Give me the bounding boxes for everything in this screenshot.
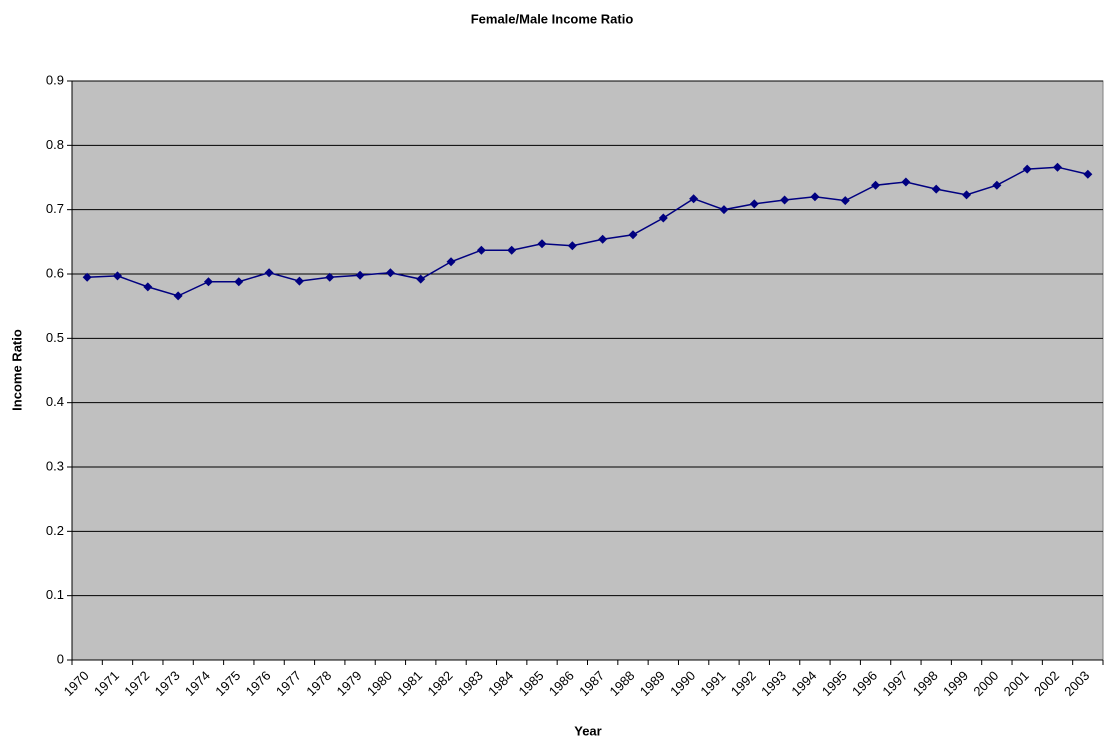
x-tick-label: 1998 — [910, 668, 941, 699]
x-tick-label: 1976 — [243, 668, 274, 699]
y-tick-label: 0.5 — [46, 330, 64, 345]
x-tick-label: 1984 — [485, 668, 516, 699]
x-tick-label: 2003 — [1061, 668, 1092, 699]
marker — [112, 271, 122, 281]
marker — [234, 277, 244, 287]
marker — [1022, 164, 1032, 174]
marker — [385, 268, 395, 278]
marker — [567, 241, 577, 251]
x-tick-label: 1983 — [455, 668, 486, 699]
x-tick-label: 1973 — [152, 668, 183, 699]
plot-area — [71, 80, 1104, 661]
x-tick-label: 1981 — [394, 668, 425, 699]
marker — [416, 274, 426, 284]
x-tick-label: 1977 — [273, 668, 304, 699]
marker — [749, 199, 759, 209]
x-tick-label: 1988 — [606, 668, 637, 699]
x-tick-label: 1985 — [516, 668, 547, 699]
x-tick-label: 1989 — [637, 668, 668, 699]
x-tick-label: 1975 — [212, 668, 243, 699]
marker — [871, 180, 881, 190]
x-tick-label: 1986 — [546, 668, 577, 699]
y-tick-label: 0.2 — [46, 523, 64, 538]
y-tick-label: 0.7 — [46, 201, 64, 216]
marker — [658, 213, 668, 223]
marker — [1053, 162, 1063, 172]
x-tick-label: 1987 — [576, 668, 607, 699]
x-tick-label: 1999 — [940, 668, 971, 699]
x-tick-label: 1974 — [182, 668, 213, 699]
marker — [203, 277, 213, 287]
marker — [901, 177, 911, 187]
marker — [598, 234, 608, 244]
x-tick-label: 1997 — [879, 668, 910, 699]
x-tick-label: 1994 — [788, 668, 819, 699]
marker — [355, 270, 365, 280]
x-tick-label: 1970 — [61, 668, 92, 699]
x-tick-label: 1978 — [303, 668, 334, 699]
chart-title: Female/Male Income Ratio — [471, 11, 634, 26]
y-tick-label: 0.6 — [46, 265, 64, 280]
marker — [628, 230, 638, 240]
x-tick-label: 1971 — [91, 668, 122, 699]
marker — [962, 190, 972, 200]
x-tick-label: 1979 — [334, 668, 365, 699]
x-tick-label: 2000 — [970, 668, 1001, 699]
x-tick-label: 1990 — [667, 668, 698, 699]
x-tick-label: 1980 — [364, 668, 395, 699]
marker — [931, 184, 941, 194]
marker — [82, 272, 92, 282]
marker — [446, 257, 456, 267]
x-tick-label: 2002 — [1031, 668, 1062, 699]
x-tick-label: 1992 — [728, 668, 759, 699]
y-tick-label: 0.3 — [46, 458, 64, 473]
marker — [780, 195, 790, 205]
marker — [173, 291, 183, 301]
y-tick-label: 0 — [57, 651, 64, 666]
marker — [992, 180, 1002, 190]
y-axis-label: Income Ratio — [9, 329, 24, 411]
marker — [537, 239, 547, 249]
y-tick-label: 0.9 — [46, 72, 64, 87]
x-tick-label: 2001 — [1001, 668, 1032, 699]
x-axis-label: Year — [574, 723, 601, 738]
x-tick-label: 1993 — [758, 668, 789, 699]
marker — [810, 192, 820, 202]
x-tick-label: 1982 — [425, 668, 456, 699]
marker — [143, 282, 153, 292]
marker — [325, 272, 335, 282]
marker — [840, 196, 850, 206]
x-tick-label: 1972 — [121, 668, 152, 699]
marker — [507, 245, 517, 255]
marker — [294, 276, 304, 286]
y-tick-label: 0.8 — [46, 137, 64, 152]
marker — [264, 268, 274, 278]
marker — [689, 194, 699, 204]
x-tick-label: 1995 — [819, 668, 850, 699]
x-tick-label: 1996 — [849, 668, 880, 699]
marker — [719, 205, 729, 215]
x-tick-label: 1991 — [697, 668, 728, 699]
marker — [476, 245, 486, 255]
y-tick-label: 0.4 — [46, 394, 64, 409]
y-tick-label: 0.1 — [46, 587, 64, 602]
marker — [1083, 169, 1093, 179]
line — [87, 166, 1089, 297]
